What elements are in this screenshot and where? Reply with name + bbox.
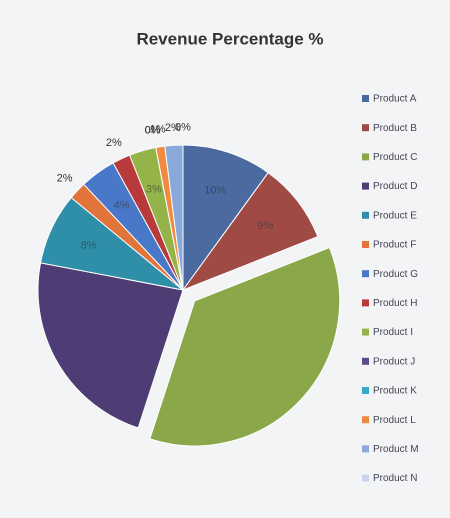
legend-swatch (362, 212, 369, 219)
value-label: 4% (114, 199, 130, 211)
legend-label: Product M (373, 444, 419, 455)
legend-label: Product I (373, 327, 413, 338)
legend-label: Product A (373, 94, 417, 105)
value-label: 3% (146, 184, 162, 196)
legend-swatch (362, 270, 369, 277)
chart: Revenue Percentage % 10%9%8%2%4%2%3%0%0%… (0, 0, 450, 518)
value-label: 0% (175, 122, 191, 134)
legend-swatch (362, 475, 369, 482)
legend-label: Product B (373, 123, 417, 134)
legend-label: Product C (373, 152, 417, 163)
legend-swatch (362, 387, 369, 394)
value-label: 2% (57, 173, 73, 185)
legend-swatch (362, 329, 369, 336)
chart-title: Revenue Percentage % (136, 29, 323, 48)
legend-label: Product J (373, 356, 415, 367)
legend-swatch (362, 124, 369, 131)
value-label: 1% (150, 124, 166, 136)
legend-swatch (362, 358, 369, 365)
legend-label: Product H (373, 298, 417, 309)
value-label: 8% (81, 239, 97, 251)
legend-swatch (362, 153, 369, 160)
value-label: 9% (258, 220, 274, 232)
legend-swatch (362, 95, 369, 102)
legend-label: Product D (373, 181, 417, 192)
value-label: 2% (106, 137, 122, 149)
legend-swatch (362, 241, 369, 248)
legend-swatch (362, 183, 369, 190)
value-label: 10% (204, 185, 226, 197)
legend-label: Product N (373, 473, 417, 484)
legend-label: Product F (373, 240, 416, 251)
legend-swatch (362, 416, 369, 423)
legend-label: Product G (373, 269, 418, 280)
legend-label: Product E (373, 210, 417, 221)
legend-label: Product K (373, 386, 417, 397)
legend-swatch (362, 299, 369, 306)
legend-label: Product L (373, 415, 416, 426)
legend-swatch (362, 445, 369, 452)
